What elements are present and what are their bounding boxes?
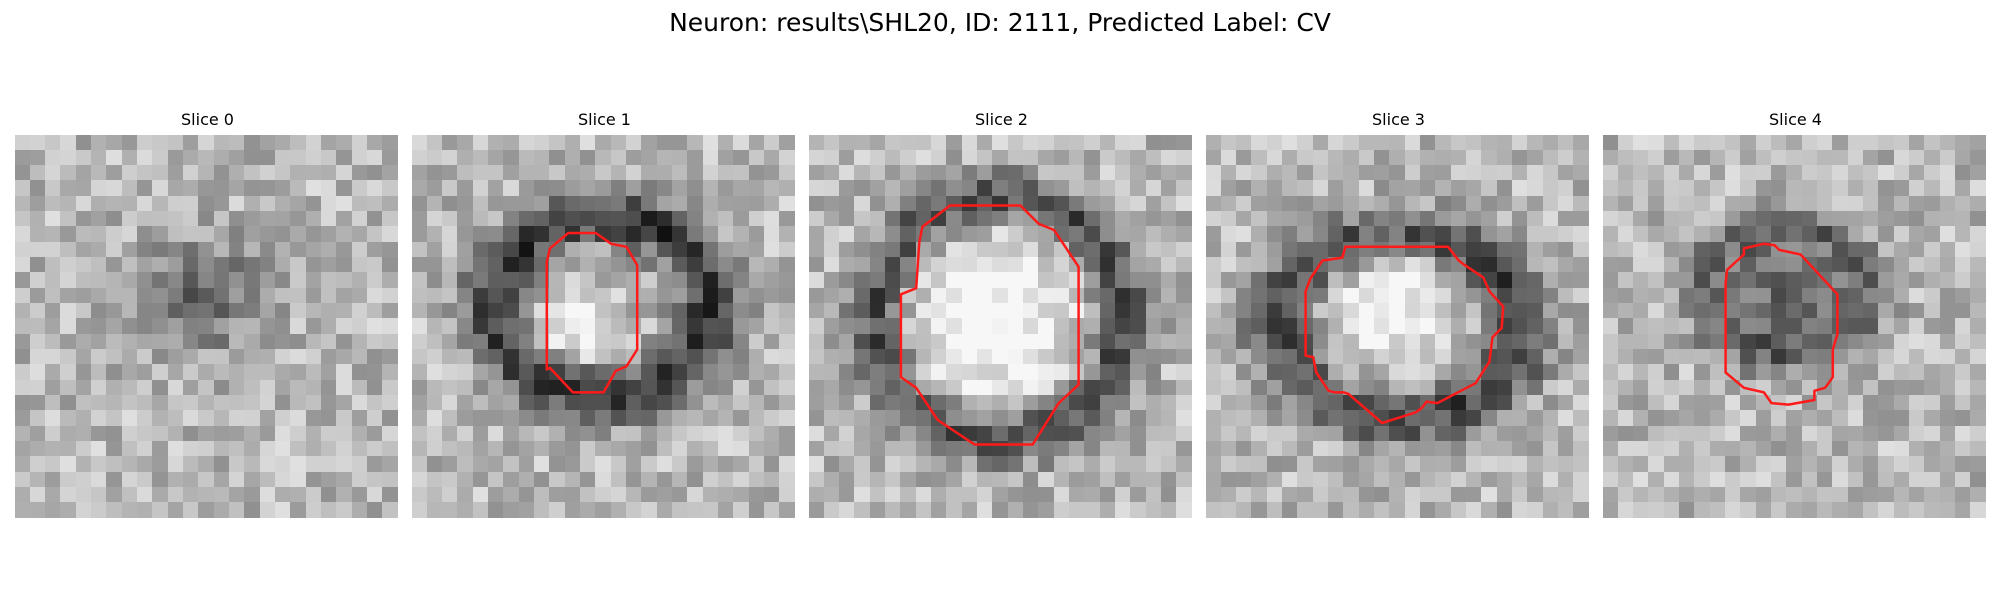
slice-title: Slice 2	[809, 110, 1194, 130]
slice-panel-0: Slice 0	[15, 110, 400, 518]
slice-panel-4: Slice 4	[1603, 110, 1988, 518]
contour-overlay	[1603, 135, 1986, 518]
contour-overlay	[1206, 135, 1589, 518]
contour-overlay	[15, 135, 398, 518]
slice-title: Slice 0	[15, 110, 400, 130]
contour-overlay	[412, 135, 795, 518]
contour-overlay	[809, 135, 1192, 518]
roi-contour	[547, 233, 637, 392]
slice-panel-2: Slice 2	[809, 110, 1194, 518]
slice-title: Slice 4	[1603, 110, 1988, 130]
slice-panel-3: Slice 3	[1206, 110, 1591, 518]
roi-contour	[1306, 247, 1504, 423]
slice-panel-1: Slice 1	[412, 110, 797, 518]
slice-title: Slice 1	[412, 110, 797, 130]
roi-contour	[1726, 244, 1838, 405]
slice-title: Slice 3	[1206, 110, 1591, 130]
figure-title: Neuron: results\SHL20, ID: 2111, Predict…	[0, 8, 2000, 38]
roi-contour	[901, 206, 1079, 445]
